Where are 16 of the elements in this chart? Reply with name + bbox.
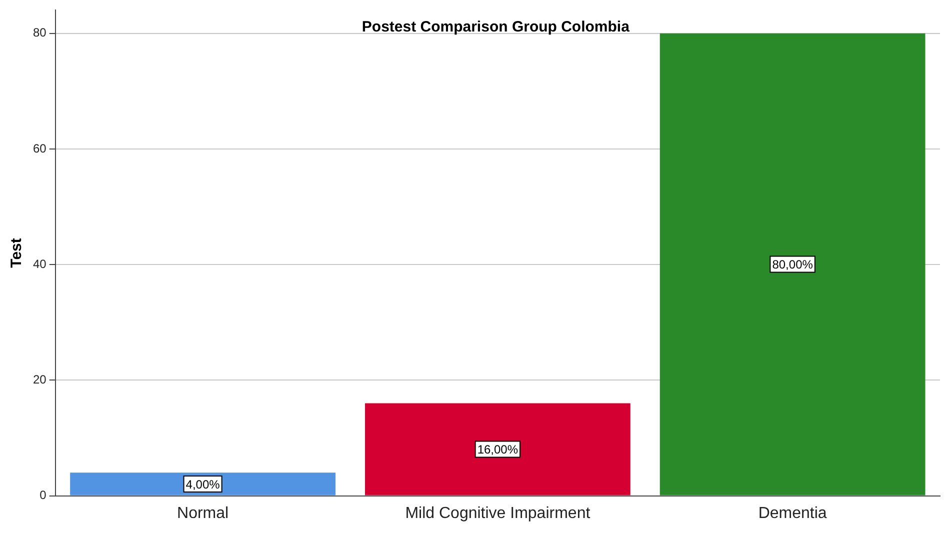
x-tick-label: Mild Cognitive Impairment: [405, 504, 591, 522]
data-label: 4,00%: [186, 477, 220, 492]
y-tick-label: 40: [32, 256, 47, 271]
y-tick-label: 20: [32, 372, 47, 386]
y-tick-label: 60: [32, 141, 47, 156]
data-label: 80,00%: [772, 258, 814, 272]
y-axis-title: Test: [8, 238, 26, 268]
y-tick-label: 0: [40, 488, 47, 502]
bar: [364, 403, 630, 496]
data-label: 16,00%: [477, 442, 518, 457]
text: Postest Comparison Group Colombia: [362, 18, 630, 36]
bar: [660, 33, 926, 496]
x-tick-label: Dementia: [758, 504, 827, 522]
bar: [70, 472, 336, 496]
x-tick-label: Normal: [177, 504, 229, 522]
y-tick-label: 80: [32, 26, 47, 40]
